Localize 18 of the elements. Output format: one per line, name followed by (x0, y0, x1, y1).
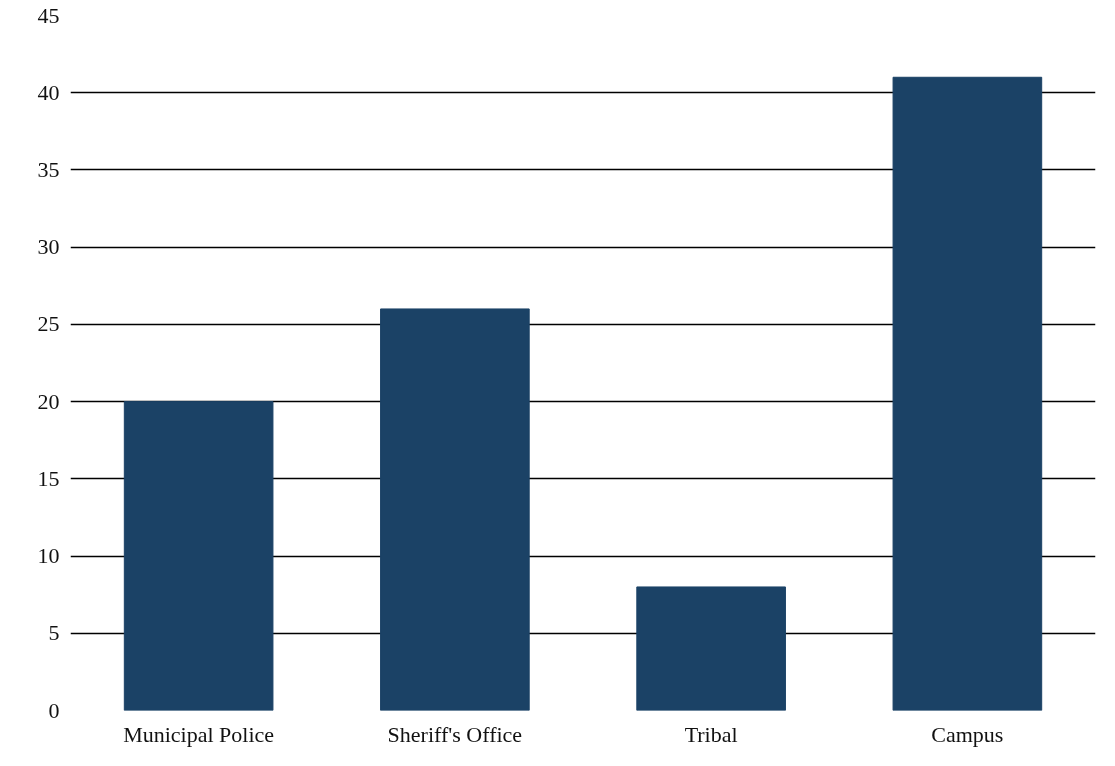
bar (380, 308, 530, 711)
x-tick-label: Tribal (684, 721, 738, 747)
y-tick-label: 45 (37, 2, 60, 28)
y-tick-label: 40 (37, 79, 60, 105)
bar (892, 76, 1043, 711)
y-tick-label: 20 (37, 388, 60, 414)
y-tick-label: 35 (37, 156, 60, 182)
x-tick-label: Municipal Police (123, 721, 275, 747)
y-tick-label: 15 (37, 465, 60, 491)
y-tick-label: 30 (37, 234, 60, 260)
y-tick-label: 0 (48, 697, 60, 723)
bar (636, 586, 786, 711)
bar (123, 401, 274, 711)
y-tick-label: 5 (48, 620, 60, 646)
y-tick-label: 25 (37, 311, 60, 337)
y-tick-label: 10 (37, 543, 60, 569)
x-tick-label: Sheriff's Office (387, 721, 523, 747)
x-tick-label: Campus (931, 721, 1004, 747)
